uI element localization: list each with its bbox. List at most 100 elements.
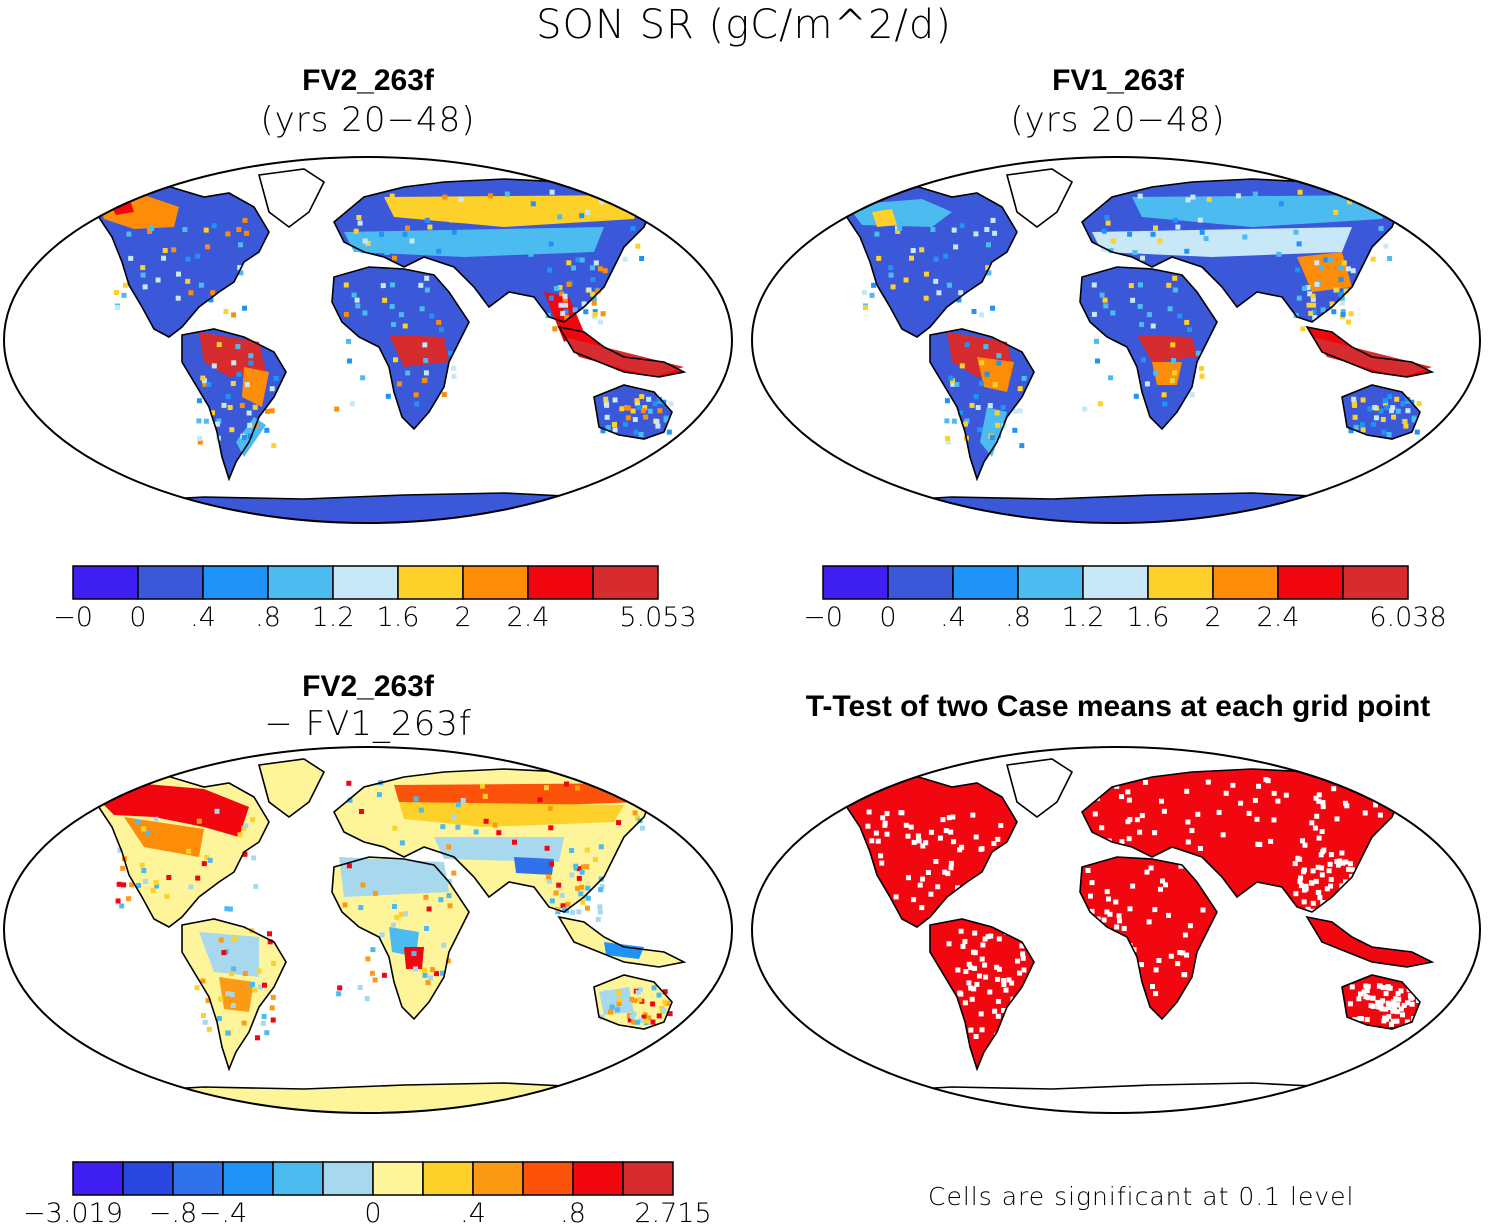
coastline-northAmerica xyxy=(838,184,1018,338)
colorbar-tick-label: 0 xyxy=(364,1198,382,1227)
colorbar-tick-label: 2.4 xyxy=(506,602,550,633)
field-patch xyxy=(1137,335,1197,362)
colorbar-box xyxy=(592,565,659,600)
colorbar-box xyxy=(1277,565,1344,600)
panel-fv2-subtitle: (yrs 20−48) xyxy=(260,100,476,140)
field-patch xyxy=(344,227,604,257)
coastline-greenland xyxy=(1005,168,1074,228)
land-greenland xyxy=(1007,169,1072,227)
colorbar-tick-label: .8 xyxy=(560,1198,586,1227)
coastline-eurasia xyxy=(333,178,656,323)
field-patch xyxy=(434,837,564,862)
coastline-africa xyxy=(1079,856,1218,1021)
coastline-seAsia xyxy=(557,915,687,968)
map-panel-fv1 xyxy=(751,156,1481,524)
field-patch xyxy=(404,947,424,969)
coastline-northAmerica xyxy=(90,184,270,338)
field-patch xyxy=(242,367,269,407)
colorbar-tick-label: 0 xyxy=(129,602,147,633)
colorbar-box xyxy=(522,1161,574,1196)
colorbar-tick-label: .8 xyxy=(1005,602,1031,633)
grid-cells xyxy=(862,189,1422,449)
colorbar-tick-label: −0 xyxy=(803,602,843,633)
field-patch xyxy=(1092,227,1352,257)
colorbar-tick-label: −3.019 xyxy=(23,1198,123,1227)
field-patch xyxy=(199,932,259,977)
field-patch xyxy=(389,335,449,367)
colorbar-box xyxy=(462,565,529,600)
colorbar-box xyxy=(952,565,1019,600)
colorbar-tick-label: .4 xyxy=(190,602,216,633)
field-patch xyxy=(977,357,1014,392)
land-greenland xyxy=(1007,759,1072,817)
land-africa xyxy=(1080,857,1217,1019)
field-patch xyxy=(1297,252,1352,292)
grid-cells xyxy=(114,189,674,449)
colorbar-tick-label: 1.6 xyxy=(1126,602,1170,633)
field-patch xyxy=(339,857,449,897)
panel-ttest-note: Cells are significant at 0.1 level xyxy=(928,1182,1355,1211)
colorbar-box xyxy=(332,565,399,600)
colorbar-tick-label: −.8 xyxy=(148,1198,198,1227)
colorbar-tick-label: .4 xyxy=(940,602,966,633)
coastline-australia xyxy=(1341,974,1421,1030)
panel-fv2-title: FV2_263f xyxy=(302,64,434,97)
map-panel-diff xyxy=(3,746,733,1114)
colorbar-box xyxy=(822,565,889,600)
coastline-seAsia xyxy=(1305,915,1435,968)
field-patch xyxy=(604,942,644,959)
colorbar-tick-label: 2.4 xyxy=(1256,602,1300,633)
map-border xyxy=(751,746,1481,1114)
coastline-eurasia xyxy=(1081,178,1404,323)
panel-fv1-title: FV1_263f xyxy=(1052,64,1184,97)
colorbar-box xyxy=(172,1161,224,1196)
colorbar-box xyxy=(472,1161,524,1196)
panel-ttest-title: T-Test of two Case means at each grid po… xyxy=(805,690,1431,723)
field-patch xyxy=(219,977,254,1012)
coastline-australia xyxy=(1341,384,1421,440)
colorbar-box xyxy=(527,565,594,600)
map-border xyxy=(3,156,733,524)
colorbar-box xyxy=(72,1161,124,1196)
coastline-africa xyxy=(331,856,470,1021)
colorbar-box xyxy=(202,565,269,600)
colorbar-tick-label: −0 xyxy=(53,602,93,633)
colorbar-box xyxy=(72,565,139,600)
colorbar-box xyxy=(422,1161,474,1196)
colorbar-tick-label: 2.715 xyxy=(634,1198,712,1227)
colorbar-box xyxy=(137,565,204,600)
field-patch xyxy=(96,783,249,837)
map-panel-ttest xyxy=(751,746,1481,1114)
field-patch xyxy=(514,857,554,875)
land-greenland xyxy=(259,759,324,817)
colorbar-tick-label: 5.053 xyxy=(619,602,697,633)
coastline-northAmerica xyxy=(838,774,1018,928)
coastline-southAmerica xyxy=(181,328,287,482)
coastline-eurasia xyxy=(333,768,656,913)
colorbar-box xyxy=(322,1161,374,1196)
coastline-eurasia xyxy=(1081,768,1404,913)
field-patch xyxy=(394,783,644,807)
colorbar-box xyxy=(1212,565,1279,600)
coastline-australia xyxy=(593,384,673,440)
colorbar-tick-label: 1.2 xyxy=(1061,602,1105,633)
field-patch xyxy=(399,802,624,827)
coastline-northAmerica xyxy=(90,774,270,928)
land-greenland xyxy=(259,169,324,227)
colorbar-box xyxy=(1082,565,1149,600)
colorbar-box xyxy=(397,565,464,600)
colorbar-box xyxy=(267,565,334,600)
coastline-southAmerica xyxy=(181,918,287,1072)
colorbar-box xyxy=(222,1161,274,1196)
coastline-seAsia xyxy=(1305,325,1435,378)
figure-title: SON SR (gC/m^2/d) xyxy=(536,2,952,48)
colorbar-tick-label: 2 xyxy=(1204,602,1222,633)
coastline-greenland xyxy=(257,168,326,228)
coastline-greenland xyxy=(1005,758,1074,818)
colorbar-box xyxy=(1147,565,1214,600)
colorbar-tick-label: .8 xyxy=(255,602,281,633)
land-seAsia xyxy=(1307,917,1432,967)
colorbar-box xyxy=(887,565,954,600)
